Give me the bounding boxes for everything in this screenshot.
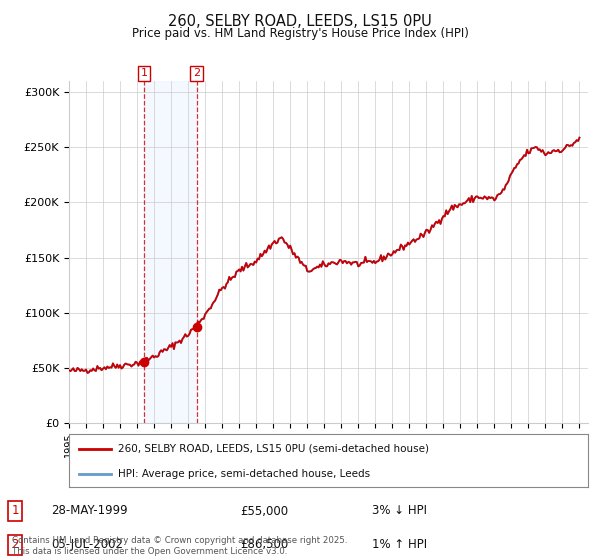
Text: £55,000: £55,000 xyxy=(240,505,288,517)
Text: 260, SELBY ROAD, LEEDS, LS15 0PU: 260, SELBY ROAD, LEEDS, LS15 0PU xyxy=(168,14,432,29)
Bar xyxy=(144,81,197,423)
Text: £86,500: £86,500 xyxy=(240,538,288,551)
Text: 1: 1 xyxy=(140,68,148,78)
Text: 2: 2 xyxy=(11,538,19,551)
Text: Price paid vs. HM Land Registry's House Price Index (HPI): Price paid vs. HM Land Registry's House … xyxy=(131,27,469,40)
Text: HPI: Average price, semi-detached house, Leeds: HPI: Average price, semi-detached house,… xyxy=(118,469,370,479)
Text: 3% ↓ HPI: 3% ↓ HPI xyxy=(372,505,427,517)
Text: 1: 1 xyxy=(11,505,19,517)
Text: 1% ↑ HPI: 1% ↑ HPI xyxy=(372,538,427,551)
Text: 28-MAY-1999: 28-MAY-1999 xyxy=(51,505,128,517)
Text: Contains HM Land Registry data © Crown copyright and database right 2025.
This d: Contains HM Land Registry data © Crown c… xyxy=(12,536,347,556)
Text: 05-JUL-2002: 05-JUL-2002 xyxy=(51,538,123,551)
Text: 2: 2 xyxy=(193,68,200,78)
Text: 260, SELBY ROAD, LEEDS, LS15 0PU (semi-detached house): 260, SELBY ROAD, LEEDS, LS15 0PU (semi-d… xyxy=(118,444,430,454)
